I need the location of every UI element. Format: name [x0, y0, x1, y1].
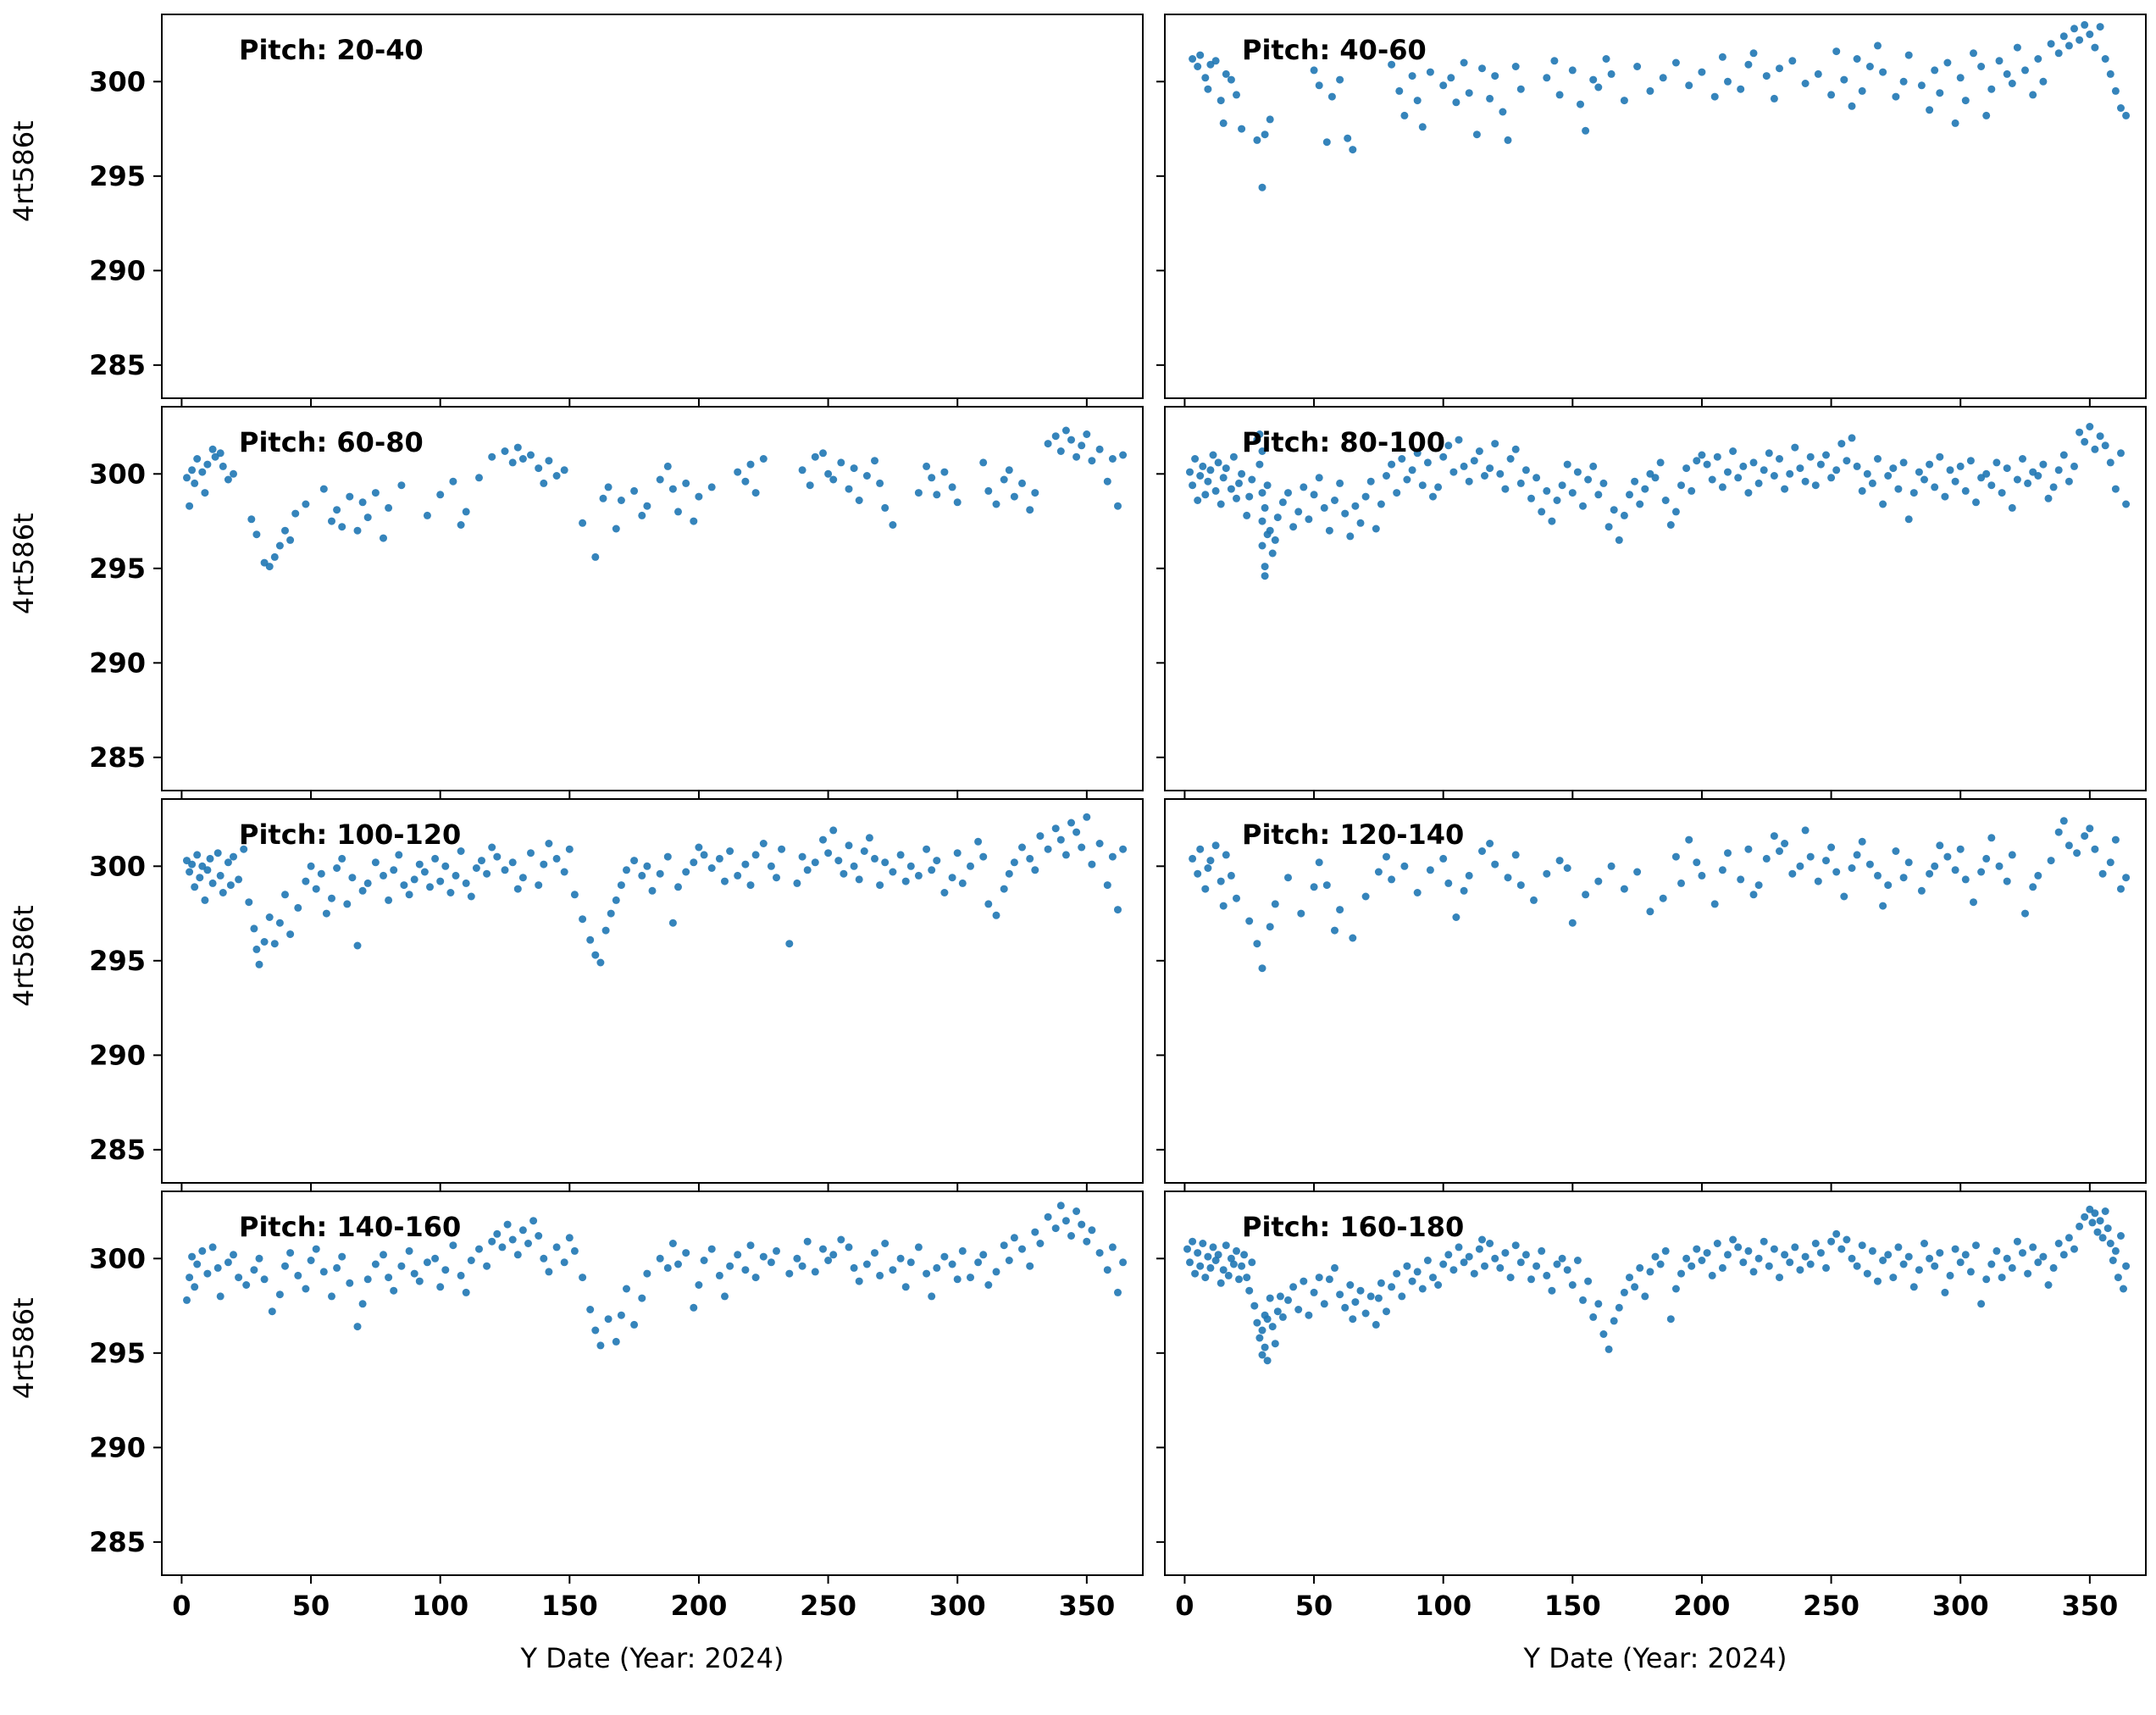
- svg-text:350: 350: [2061, 1590, 2118, 1622]
- svg-text:100: 100: [412, 1590, 468, 1622]
- y-axis-label: 4rt586t: [8, 1297, 40, 1399]
- y-axis-label: 4rt586t: [8, 513, 40, 614]
- subplot-pitch-20-40: 285 290 295 300 Pitch: 20-40: [89, 14, 1144, 407]
- svg-text:100: 100: [1415, 1590, 1472, 1622]
- plot-canvas: [1156, 406, 2147, 799]
- subplot-pitch-80-100: Pitch: 80-100: [1156, 406, 2147, 799]
- subplot-pitch-100-120: 285 290 295 300 Pitch: 100-120: [89, 798, 1144, 1191]
- plot-canvas: [1156, 798, 2147, 1191]
- panel-title: Pitch: 140-160: [239, 1211, 462, 1243]
- svg-text:300: 300: [89, 850, 146, 882]
- svg-text:300: 300: [89, 1242, 146, 1274]
- svg-text:285: 285: [89, 349, 146, 381]
- y-axis-label: 4rt586t: [8, 905, 40, 1007]
- svg-text:295: 295: [89, 1337, 146, 1369]
- svg-text:0: 0: [172, 1590, 191, 1622]
- svg-text:290: 290: [89, 254, 146, 286]
- svg-text:290: 290: [89, 1431, 146, 1463]
- svg-text:290: 290: [89, 647, 146, 679]
- subplot-pitch-140-160: 0 50 100 150 200 250 300 350 285 290 295 300 Pitch:…: [89, 1191, 1144, 1622]
- panel-title: Pitch: 160-180: [1242, 1211, 1465, 1243]
- panel-title: Pitch: 100-120: [239, 819, 462, 851]
- svg-text:250: 250: [800, 1590, 856, 1622]
- plot-canvas: 285 290 295 300: [89, 798, 1144, 1191]
- svg-text:150: 150: [541, 1590, 598, 1622]
- svg-text:300: 300: [1932, 1590, 1989, 1622]
- plot-canvas: 285 290 295 300: [89, 406, 1144, 799]
- svg-text:295: 295: [89, 160, 146, 192]
- svg-text:200: 200: [1674, 1590, 1731, 1622]
- x-axis-label: Y Date (Year: 2024): [1523, 1642, 1787, 1674]
- panel-title: Pitch: 20-40: [239, 34, 424, 66]
- svg-text:350: 350: [1058, 1590, 1115, 1622]
- subplot-pitch-120-140: Pitch: 120-140: [1156, 798, 2147, 1191]
- panel-title: Pitch: 80-100: [1242, 426, 1446, 458]
- plot-canvas: 285 290 295 300: [89, 14, 1144, 407]
- y-axis-label: 4rt586t: [8, 120, 40, 222]
- panel-title: Pitch: 120-140: [1242, 819, 1465, 851]
- svg-text:200: 200: [671, 1590, 728, 1622]
- svg-text:290: 290: [89, 1039, 146, 1071]
- plot-canvas: [1156, 14, 2147, 407]
- svg-text:295: 295: [89, 552, 146, 585]
- svg-text:295: 295: [89, 945, 146, 977]
- panel-title: Pitch: 60-80: [239, 426, 424, 458]
- svg-text:285: 285: [89, 1134, 146, 1166]
- svg-text:285: 285: [89, 1526, 146, 1558]
- subplot-pitch-40-60: Pitch: 40-60: [1156, 14, 2147, 407]
- svg-text:300: 300: [89, 458, 146, 490]
- plot-canvas: 0 50 100 150 200 250 300 350: [1156, 1191, 2147, 1622]
- svg-text:300: 300: [929, 1590, 986, 1622]
- svg-text:0: 0: [1175, 1590, 1194, 1622]
- plot-canvas: 0 50 100 150 200 250 300 350 285 290 295 300: [89, 1191, 1144, 1622]
- panel-title: Pitch: 40-60: [1242, 34, 1427, 66]
- svg-text:250: 250: [1803, 1590, 1859, 1622]
- subplot-pitch-160-180: 0 50 100 150 200 250 300 350 Pitch: 160-180: [1156, 1191, 2147, 1622]
- svg-text:285: 285: [89, 741, 146, 774]
- svg-text:50: 50: [1295, 1590, 1333, 1622]
- svg-text:50: 50: [292, 1590, 330, 1622]
- subplot-pitch-60-80: 285 290 295 300 Pitch: 60-80: [89, 406, 1144, 799]
- svg-text:150: 150: [1544, 1590, 1601, 1622]
- svg-text:300: 300: [89, 65, 146, 97]
- x-axis-label: Y Date (Year: 2024): [520, 1642, 784, 1674]
